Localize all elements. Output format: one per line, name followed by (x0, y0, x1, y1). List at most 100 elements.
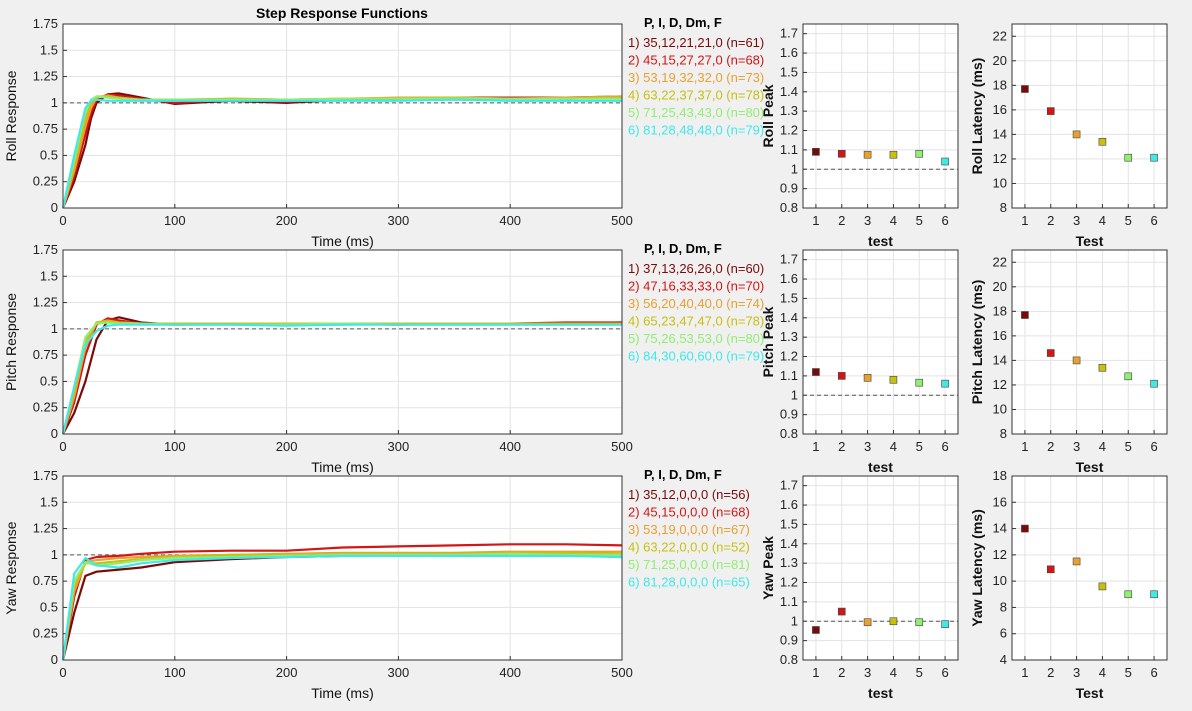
pitch-peak-panel: 1 2 3 4 5 6 0.8 0.9 1 1.1 1.2 1.3 1.4 1.5 1.6 1.7 test Pi… (760, 249, 959, 475)
x-tick-label: 5 (916, 439, 923, 454)
x-tick-label: 4 (1099, 665, 1106, 680)
data-point-4 (1098, 582, 1107, 591)
x-tick-label: 5 (1125, 439, 1132, 454)
x-axis-label: Test (1076, 459, 1104, 475)
y-tick-label: 1.3 (780, 103, 798, 118)
x-tick-label: 5 (916, 665, 923, 680)
y-tick-label: 0.9 (780, 633, 798, 648)
y-tick-label: 0.8 (780, 200, 798, 215)
x-tick-label: 4 (890, 213, 897, 228)
plot-area (803, 24, 958, 208)
y-tick-label: 1 (51, 321, 58, 336)
y-tick-label: 1.5 (780, 290, 798, 305)
yaw-response-panel: 0 100 200 300 400 500 0 0.25 0.5 0.75 1 1.25 1.5 1.75… (3, 467, 750, 701)
x-tick-label: 1 (1021, 665, 1028, 680)
legend-entry-3: 3) 56,20,40,40,0 (n=74) (628, 296, 764, 311)
y-tick-label: 1.25 (33, 521, 58, 536)
figure-title: Step Response Functions (256, 5, 428, 21)
y-tick-label: 1.5 (40, 268, 58, 283)
legend-entry-3: 3) 53,19,32,32,0 (n=73) (628, 70, 764, 85)
y-tick-label: 8 (1000, 599, 1007, 614)
x-tick-label: 100 (164, 439, 186, 454)
y-tick-label: 10 (993, 401, 1007, 416)
x-tick-label: 3 (1073, 213, 1080, 228)
y-tick-label: 22 (993, 28, 1007, 43)
legend-entry-4: 4) 65,23,47,47,0 (n=78) (628, 314, 764, 329)
x-tick-label: 4 (1099, 439, 1106, 454)
y-tick-label: 1.4 (780, 536, 798, 551)
x-tick-label: 6 (941, 213, 948, 228)
data-point-1 (1021, 85, 1029, 93)
plot-area (63, 24, 622, 208)
legend-entry-1: 1) 37,13,26,26,0 (n=60) (628, 261, 764, 276)
y-tick-label: 1.5 (780, 516, 798, 531)
data-point-5 (1124, 590, 1133, 599)
y-axis-label: Roll Latency (ms) (969, 58, 985, 175)
data-point-4 (1098, 137, 1107, 146)
y-tick-label: 0.9 (780, 181, 798, 196)
x-tick-label: 400 (499, 665, 521, 680)
y-tick-label: 1.4 (780, 310, 798, 325)
data-point-2 (837, 149, 846, 158)
y-tick-label: 1.25 (33, 295, 58, 310)
data-point-5 (915, 618, 924, 627)
roll-peak-panel: 1 2 3 4 5 6 0.8 0.9 1 1.1 1.2 1.3 1.4 1.5 1.6 1.7 test Ro… (760, 23, 959, 249)
x-tick-label: 5 (916, 213, 923, 228)
x-tick-label: 6 (1150, 665, 1157, 680)
y-tick-label: 1.5 (780, 64, 798, 79)
x-tick-label: 500 (611, 439, 633, 454)
x-tick-label: 2 (838, 213, 845, 228)
y-tick-label: 0.75 (33, 347, 58, 362)
y-tick-label: 1.5 (40, 42, 58, 57)
y-tick-label: 1 (51, 547, 58, 562)
x-tick-label: 4 (1099, 213, 1106, 228)
series-line-6 (61, 554, 623, 661)
x-tick-label: 3 (864, 439, 871, 454)
legend-entry-6: 6) 81,28,48,48,0 (n=79) (628, 123, 764, 138)
legend-entry-1: 1) 35,12,0,0,0 (n=56) (628, 487, 750, 502)
y-tick-label: 18 (993, 77, 1007, 92)
plot-frame (62, 249, 623, 435)
data-point-6 (941, 620, 949, 628)
y-tick-label: 0.75 (33, 121, 58, 136)
x-tick-label: 3 (864, 213, 871, 228)
x-tick-label: 0 (59, 213, 66, 228)
x-axis-label: Time (ms) (311, 459, 373, 475)
legend-entry-3: 3) 53,19,0,0,0 (n=67) (628, 522, 750, 537)
legend-entry-2: 2) 45,15,27,27,0 (n=68) (628, 53, 764, 68)
y-tick-label: 1.1 (780, 142, 798, 157)
y-tick-label: 0.8 (780, 426, 798, 441)
x-tick-label: 4 (890, 439, 897, 454)
y-tick-label: 1.75 (33, 16, 58, 31)
y-axis-label: Roll Response (3, 70, 19, 161)
y-tick-label: 0.5 (40, 147, 58, 162)
x-axis-label: Test (1076, 233, 1104, 249)
y-axis-label: Roll Peak (760, 84, 776, 147)
y-tick-label: 0 (51, 426, 58, 441)
x-axis-label: test (868, 233, 893, 249)
x-axis-label: Time (ms) (311, 233, 373, 249)
data-point-4 (1098, 363, 1107, 372)
data-point-2 (1046, 349, 1055, 357)
x-tick-label: 1 (812, 439, 819, 454)
x-tick-label: 6 (941, 439, 948, 454)
data-point-5 (915, 149, 924, 158)
data-point-1 (812, 368, 820, 376)
y-tick-label: 1.2 (780, 123, 798, 138)
y-tick-label: 10 (993, 573, 1007, 588)
y-tick-label: 16 (993, 102, 1007, 117)
plot-area (803, 476, 958, 660)
y-tick-label: 0.25 (33, 626, 58, 641)
data-point-1 (1021, 311, 1029, 319)
x-tick-label: 2 (1047, 213, 1054, 228)
data-point-2 (837, 372, 846, 380)
y-tick-label: 1 (791, 613, 798, 628)
y-tick-label: 1.1 (780, 594, 798, 609)
legend-header: P, I, D, Dm, F (644, 15, 722, 30)
y-tick-label: 0.25 (33, 174, 58, 189)
y-tick-label: 1.2 (780, 575, 798, 590)
y-tick-label: 0.25 (33, 400, 58, 415)
plot-frame (62, 475, 623, 661)
y-tick-label: 1.7 (780, 252, 798, 267)
